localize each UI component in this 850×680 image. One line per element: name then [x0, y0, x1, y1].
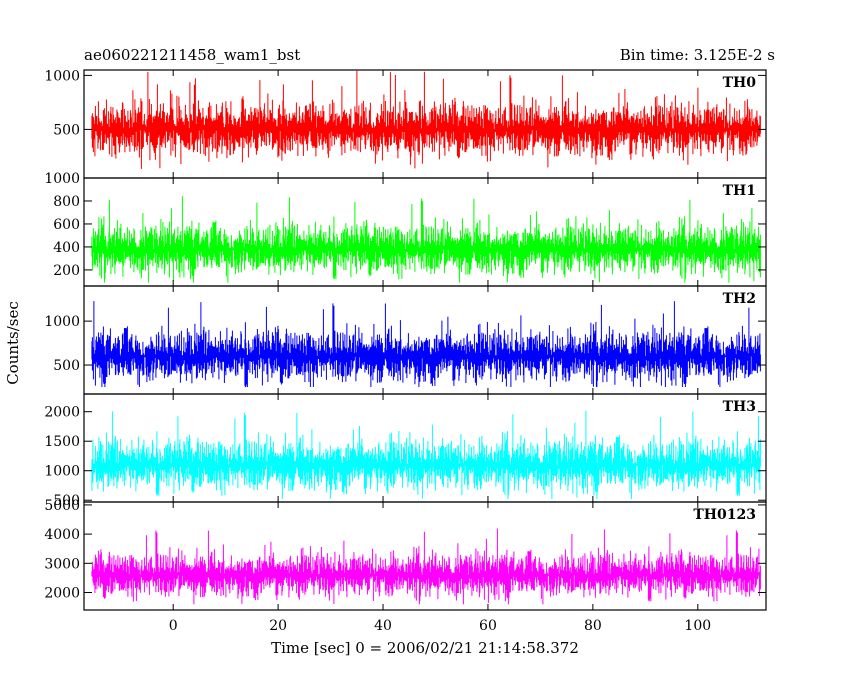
bin-time-label: Bin time: 3.125E-2 s [620, 46, 775, 64]
panel-label: TH0123 [693, 507, 756, 523]
y-tick-label: 4000 [44, 527, 80, 543]
series-th0123 [91, 528, 761, 605]
x-tick-label: 100 [684, 618, 711, 634]
y-tick-label: 1000 [44, 68, 80, 84]
y-tick-label: 1500 [44, 434, 80, 450]
x-tick-label: 0 [169, 618, 178, 634]
x-tick-label: 40 [374, 618, 392, 634]
y-axis-label: Counts/sec [4, 301, 22, 385]
y-tick-label: 5000 [44, 498, 80, 514]
y-tick-label: 600 [53, 217, 80, 233]
chart-title: ae060221211458_wam1_bst [84, 46, 300, 64]
series-th2 [91, 301, 761, 387]
y-tick-label: 2000 [44, 585, 80, 601]
x-tick-label: 80 [584, 618, 602, 634]
panel-th1: 200 400 600 800 1000 TH1 [44, 171, 767, 287]
y-tick-label: 2000 [44, 405, 80, 421]
x-tick-label: 20 [269, 618, 287, 634]
y-tick-label: 500 [53, 493, 80, 509]
y-tick-label: 1000 [44, 171, 80, 187]
x-tick-label: 60 [479, 618, 497, 634]
y-tick-label: 1000 [44, 314, 80, 330]
panel-th2: 500 1000 TH2 [44, 285, 767, 395]
y-tick-label: 500 [53, 122, 80, 138]
panel-frame [83, 501, 767, 611]
series-th1 [91, 196, 761, 283]
panel-label: TH1 [723, 183, 756, 199]
series-th3 [91, 410, 761, 499]
panel-th0123: 2000 3000 4000 5000 TH0123 [44, 498, 767, 611]
y-tick-label: 400 [53, 240, 80, 256]
y-tick-label: 1000 [44, 464, 80, 480]
y-tick-label: 3000 [44, 556, 80, 572]
panel-th3: 500 1000 1500 2000 TH3 [44, 393, 767, 509]
panel-label: TH3 [723, 399, 756, 415]
y-tick-label: 200 [53, 263, 80, 279]
x-axis-label: Time [sec] 0 = 2006/02/21 21:14:58.372 [271, 639, 579, 657]
panel-frame [83, 393, 767, 503]
panel-label: TH0 [723, 75, 757, 91]
panel-th0: 500 1000 TH0 [44, 68, 767, 179]
series-th0 [91, 70, 761, 169]
y-tick-label: 500 [53, 358, 80, 374]
y-tick-label: 800 [53, 194, 80, 210]
panel-label: TH2 [723, 291, 756, 307]
